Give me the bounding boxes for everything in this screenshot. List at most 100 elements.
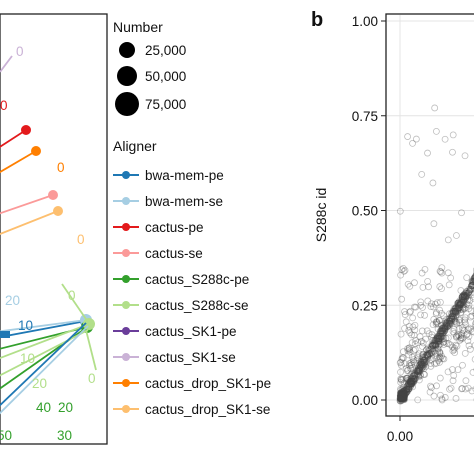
scatter-point bbox=[423, 351, 431, 359]
scatter-point bbox=[433, 335, 441, 343]
scatter-point bbox=[436, 374, 444, 382]
scatter-point bbox=[431, 341, 438, 349]
scatter-point bbox=[416, 361, 424, 369]
scatter-point bbox=[472, 275, 474, 282]
scatter-point bbox=[399, 264, 407, 272]
scatter-point bbox=[460, 293, 468, 301]
scatter-point bbox=[473, 271, 474, 277]
scatter-point bbox=[443, 340, 451, 347]
scatter-point bbox=[414, 371, 422, 379]
scatter-point bbox=[414, 365, 422, 372]
scatter-point bbox=[401, 324, 408, 332]
scatter-point bbox=[410, 378, 418, 386]
legend-entry-label: cactus_drop_SK1-pe bbox=[145, 376, 271, 391]
scatter-point bbox=[437, 327, 445, 334]
scatter-point bbox=[452, 313, 460, 321]
scatter-point bbox=[465, 285, 473, 293]
scatter-point bbox=[399, 354, 407, 362]
scatter-point bbox=[439, 327, 447, 335]
scatter-point bbox=[418, 358, 425, 366]
scatter-point bbox=[455, 299, 463, 307]
scatter-point bbox=[436, 353, 444, 361]
scatter-point bbox=[457, 300, 465, 308]
scatter-point bbox=[451, 307, 459, 315]
scatter-point bbox=[459, 299, 466, 307]
scatter-point bbox=[451, 349, 459, 357]
scatter-point bbox=[411, 370, 419, 378]
scatter-point bbox=[408, 377, 415, 385]
scatter-point bbox=[460, 291, 468, 299]
legend-swatch-dot bbox=[122, 379, 130, 387]
scatter-point bbox=[450, 313, 458, 321]
scatter-point bbox=[456, 297, 463, 305]
scatter-point bbox=[446, 314, 454, 322]
scatter-point bbox=[418, 360, 425, 368]
scatter-point bbox=[429, 342, 437, 349]
scatter-point bbox=[409, 383, 417, 391]
series-segment bbox=[85, 329, 97, 371]
scatter-point bbox=[416, 364, 424, 372]
scatter-point bbox=[407, 381, 415, 389]
scatter-point bbox=[455, 332, 463, 340]
legend-entry-label: cactus_S288c-pe bbox=[145, 272, 249, 287]
y-tick-label: 0.25 bbox=[352, 298, 378, 313]
scatter-point bbox=[424, 297, 432, 305]
scatter-point bbox=[441, 325, 449, 333]
scatter-point bbox=[459, 295, 467, 303]
legend-entry-label: cactus-se bbox=[145, 246, 203, 261]
scatter-point bbox=[408, 375, 416, 383]
scatter-point bbox=[463, 290, 471, 298]
scatter-point bbox=[471, 278, 474, 285]
scatter-point bbox=[437, 391, 444, 399]
scatter-point bbox=[465, 289, 472, 297]
scatter-point bbox=[462, 292, 470, 300]
scatter-point bbox=[452, 307, 459, 315]
scatter-point bbox=[403, 367, 411, 374]
series-segment bbox=[0, 325, 89, 415]
scatter-point bbox=[448, 313, 455, 320]
y-tick-label: 0.50 bbox=[352, 204, 378, 219]
scatter-point bbox=[434, 349, 442, 357]
scatter-point bbox=[415, 367, 422, 375]
scatter-point bbox=[449, 347, 457, 355]
scatter-point bbox=[427, 362, 435, 370]
scatter-point bbox=[466, 287, 474, 295]
scatter-point bbox=[447, 274, 455, 282]
scatter-point bbox=[421, 358, 429, 366]
scatter-point bbox=[403, 374, 411, 382]
scatter-point bbox=[440, 325, 448, 332]
point-label: 0 bbox=[68, 288, 76, 303]
scatter-point bbox=[417, 364, 425, 372]
scatter-point bbox=[407, 380, 415, 388]
scatter-point bbox=[438, 325, 446, 332]
scatter-point bbox=[410, 378, 418, 385]
scatter-point bbox=[422, 335, 430, 343]
scatter-point bbox=[470, 284, 474, 292]
scatter-point bbox=[421, 356, 428, 363]
legend-entry-label: cactus_S288c-se bbox=[145, 298, 249, 313]
scatter-point bbox=[405, 380, 413, 388]
legend-swatch-dot bbox=[122, 405, 130, 413]
scatter-point bbox=[415, 350, 423, 358]
scatter-point bbox=[406, 381, 413, 389]
scatter-point bbox=[451, 306, 459, 314]
scatter-point bbox=[452, 304, 460, 312]
scatter-point bbox=[470, 276, 474, 284]
scatter-point bbox=[436, 332, 443, 340]
scatter-point bbox=[438, 310, 445, 317]
scatter-point bbox=[433, 309, 440, 317]
scatter-point bbox=[409, 314, 417, 322]
scatter-point bbox=[411, 375, 419, 383]
scatter-point bbox=[409, 139, 416, 147]
legend-entry-label: cactus_SK1-pe bbox=[145, 324, 237, 339]
scatter-point bbox=[459, 326, 467, 334]
scatter-point bbox=[444, 269, 452, 277]
scatter-point bbox=[403, 383, 411, 390]
scatter-point bbox=[433, 337, 441, 345]
scatter-point bbox=[435, 337, 443, 344]
scatter-point bbox=[463, 288, 471, 295]
series-point bbox=[0, 331, 10, 338]
scatter-point bbox=[471, 276, 474, 284]
scatter-point bbox=[438, 264, 446, 272]
scatter-point bbox=[436, 327, 444, 335]
